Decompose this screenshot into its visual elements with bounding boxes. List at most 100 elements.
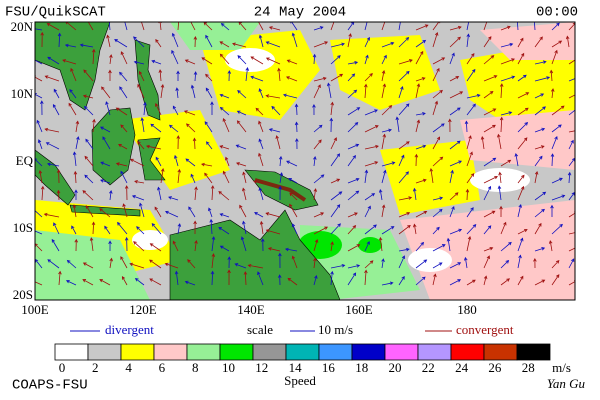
wind-arrow bbox=[568, 211, 575, 218]
wind-arrow bbox=[381, 70, 386, 82]
wind-arrow bbox=[517, 92, 530, 99]
wind-arrow bbox=[500, 278, 510, 286]
wind-arrow bbox=[517, 74, 527, 82]
wind-arrow bbox=[330, 264, 346, 269]
legend-scale: scale bbox=[247, 322, 273, 337]
wind-arrow bbox=[364, 224, 377, 235]
wind-arrow bbox=[330, 270, 334, 286]
wind-arrow bbox=[364, 161, 379, 167]
wind-arrow bbox=[497, 185, 502, 201]
wind-arrow bbox=[466, 135, 472, 150]
wind-arrow bbox=[483, 275, 488, 286]
wind-arrow bbox=[449, 192, 459, 201]
wind-arrow bbox=[121, 275, 128, 286]
wind-arrow bbox=[83, 105, 94, 116]
wind-arrow bbox=[136, 226, 145, 235]
wind-arrow bbox=[568, 246, 575, 252]
wind-arrow bbox=[347, 154, 356, 167]
colorbar-swatch bbox=[318, 343, 353, 361]
wind-arrow bbox=[124, 22, 128, 31]
wind-arrow bbox=[160, 84, 165, 99]
wind-arrow bbox=[347, 212, 358, 218]
wind-arrow bbox=[122, 203, 128, 218]
wind-arrow bbox=[551, 260, 560, 269]
wind-arrow bbox=[500, 221, 507, 235]
wind-arrow bbox=[466, 173, 475, 184]
wind-arrow bbox=[82, 190, 94, 201]
wind-arrow bbox=[432, 262, 443, 269]
wind-arrow bbox=[432, 67, 440, 82]
wind-arrow bbox=[43, 212, 60, 218]
wind-arrow bbox=[449, 140, 461, 150]
wind-arrow bbox=[208, 207, 213, 218]
colorbar-swatch bbox=[120, 343, 155, 361]
wind-arrow bbox=[239, 204, 247, 218]
wind-arrow bbox=[131, 195, 145, 201]
wind-arrow bbox=[157, 186, 162, 201]
wind-arrow bbox=[449, 279, 462, 286]
wind-arrow bbox=[330, 55, 341, 65]
wind-arrow bbox=[66, 259, 77, 269]
wind-arrow bbox=[432, 226, 440, 235]
wind-arrow bbox=[398, 22, 401, 31]
wind-arrow bbox=[101, 86, 111, 99]
wind-arrow bbox=[517, 174, 525, 184]
wind-arrow bbox=[218, 191, 230, 201]
wind-arrow bbox=[364, 193, 376, 201]
wind-arrow bbox=[483, 108, 497, 116]
wind-arrow bbox=[551, 124, 562, 133]
wind-arrow bbox=[466, 53, 475, 65]
wind-arrow bbox=[313, 212, 325, 218]
colorbar-label: 24 bbox=[455, 360, 469, 375]
wind-arrow bbox=[534, 106, 546, 116]
wind-arrow bbox=[551, 22, 560, 31]
colorbar-label: 6 bbox=[159, 360, 166, 375]
wind-arrow bbox=[89, 237, 94, 252]
wind-arrow bbox=[190, 22, 196, 31]
wind-arrow bbox=[347, 225, 357, 235]
wind-arrow bbox=[154, 206, 162, 218]
wind-arrow bbox=[201, 162, 213, 167]
wind-arrow bbox=[381, 83, 387, 99]
wind-arrow bbox=[398, 247, 410, 252]
wind-arrow bbox=[177, 223, 182, 235]
wind-arrow bbox=[381, 281, 394, 286]
wind-arrow bbox=[287, 277, 298, 286]
wind-arrow bbox=[35, 281, 43, 286]
wind-arrow bbox=[258, 22, 264, 31]
speed-patches bbox=[35, 22, 575, 300]
wind-arrow bbox=[551, 105, 565, 116]
wind-arrow bbox=[294, 103, 299, 116]
colorbar-swatch bbox=[54, 343, 89, 361]
wind-arrow bbox=[141, 22, 145, 31]
wind-arrow bbox=[62, 59, 77, 65]
wind-arrow bbox=[381, 41, 395, 48]
wind-arrow bbox=[534, 171, 539, 184]
wind-arrow bbox=[222, 117, 230, 133]
wind-arrow bbox=[330, 22, 335, 31]
wind-arrow bbox=[415, 241, 425, 252]
wind-arrow bbox=[164, 210, 179, 218]
wind-arrow bbox=[568, 279, 575, 286]
wind-arrow bbox=[224, 156, 230, 167]
colorbar-swatch bbox=[351, 343, 386, 361]
wind-arrow bbox=[258, 187, 264, 201]
wind-arrow bbox=[330, 191, 343, 201]
wind-arrow bbox=[45, 142, 60, 150]
wind-arrow bbox=[448, 118, 452, 133]
wind-arrow bbox=[72, 151, 77, 167]
wind-arrow bbox=[378, 236, 383, 252]
wind-arrow bbox=[381, 169, 387, 184]
wind-arrow bbox=[218, 227, 230, 235]
colorbar-swatch bbox=[516, 343, 551, 361]
wind-arrow bbox=[568, 232, 575, 235]
wind-arrow bbox=[347, 177, 360, 184]
wind-arrow bbox=[364, 269, 368, 286]
wind-arrow bbox=[330, 204, 341, 218]
wind-arrow bbox=[364, 109, 378, 116]
wind-arrow bbox=[219, 93, 230, 99]
wind-arrow bbox=[120, 256, 128, 269]
footer-right: Yan Gu bbox=[547, 376, 586, 391]
wind-arrow bbox=[550, 204, 554, 218]
